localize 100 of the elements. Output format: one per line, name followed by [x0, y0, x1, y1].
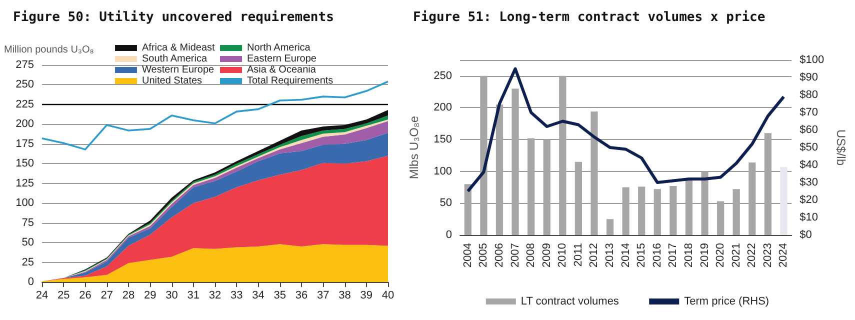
x-tick-label: 33	[230, 290, 243, 302]
legend-label: Total Requirements	[247, 76, 334, 86]
legend-label: LT contract volumes	[520, 296, 620, 308]
bar	[764, 133, 772, 235]
x-tick-label: 2023	[762, 243, 774, 268]
x-tick-label: 30	[166, 290, 178, 302]
y2-tick-label: $100	[800, 54, 824, 66]
y-tick-label: 50	[440, 197, 452, 210]
x-tick-label: 39	[360, 290, 372, 302]
bar	[496, 104, 504, 235]
bar	[622, 187, 630, 235]
bar	[748, 162, 756, 235]
x-tick-label: 2007	[509, 243, 522, 268]
bar	[685, 179, 693, 235]
x-tick-label: 2012	[588, 243, 600, 268]
bar	[717, 201, 724, 235]
y-tick-label: 0	[446, 229, 452, 241]
legend-label: Africa & Mideast	[142, 42, 216, 54]
y-tick-label: 200	[434, 102, 452, 114]
x-tick-label: 2009	[540, 243, 553, 268]
x-tick-label: 2021	[730, 243, 742, 268]
bar	[701, 171, 708, 235]
y2-tick-label: $10	[800, 212, 818, 224]
x-tick-label: 40	[382, 290, 394, 302]
y2-tick-label: $0	[800, 229, 812, 241]
legend-label: North America	[247, 42, 311, 54]
bar	[670, 186, 677, 235]
chart-title: Figure 51: Long-term contract volumes x price	[413, 10, 766, 25]
legend-label: United States	[142, 76, 202, 86]
y2-tick-label: $60	[800, 124, 818, 136]
x-tick-label: 32	[208, 290, 222, 302]
bar	[480, 76, 488, 235]
x-tick-label: 26	[79, 290, 92, 302]
y2-axis-title: US$/lb	[834, 129, 848, 166]
x-tick-label: 25	[58, 290, 70, 302]
y2-tick-label: $80	[800, 89, 818, 101]
bar	[732, 189, 740, 235]
bar	[590, 112, 598, 235]
y2-tick-label: $50	[800, 142, 818, 154]
y-tick-label: 150	[434, 134, 452, 146]
bar	[543, 140, 550, 235]
bar	[512, 88, 519, 235]
x-tick-label: 34	[252, 290, 264, 302]
x-tick-label: 37	[317, 290, 330, 302]
y-tick-label: 50	[22, 236, 34, 249]
x-tick-label: 2017	[667, 243, 680, 268]
x-tick-label: 2004	[462, 243, 474, 268]
y2-tick-label: $70	[800, 106, 818, 118]
bar	[574, 162, 582, 235]
x-tick-label: 2022	[746, 243, 758, 268]
x-tick-label: 2014	[620, 243, 632, 268]
y-tick-label: 200	[16, 118, 34, 130]
x-tick-label: 2018	[682, 243, 695, 268]
x-tick-label: 2013	[604, 243, 616, 268]
x-tick-label: 24	[36, 290, 48, 302]
bar	[606, 219, 614, 235]
x-tick-label: 2019	[698, 243, 711, 268]
x-tick-label: 2016	[651, 243, 664, 268]
bar	[654, 189, 661, 235]
x-tick-label: 35	[274, 290, 286, 302]
bar	[638, 186, 646, 235]
y-tick-label: 150	[16, 158, 34, 170]
legend-label: Asia & Oceania	[247, 64, 316, 76]
legend-label: Eastern Europe	[247, 54, 317, 64]
y-tick-label: 0	[28, 276, 34, 288]
y-tick-label: 100	[434, 165, 452, 178]
y-tick-label: 175	[16, 138, 34, 150]
y-tick-label: 275	[16, 59, 34, 71]
y-tick-label: 100	[16, 197, 34, 210]
y-tick-label: 250	[434, 70, 452, 82]
bar	[464, 184, 472, 235]
x-tick-label: 2020	[714, 243, 727, 268]
y-axis-title: Million pounds U₃O₈	[4, 44, 94, 56]
x-tick-label: 38	[338, 290, 351, 302]
y-tick-label: 125	[16, 177, 34, 190]
x-tick-label: 31	[187, 290, 200, 302]
y-tick-label: 75	[22, 216, 34, 229]
x-tick-label: 2010	[556, 243, 569, 268]
x-tick-label: 28	[122, 290, 135, 302]
y2-tick-label: $30	[800, 176, 818, 188]
legend-label: Term price (RHS)	[684, 296, 770, 308]
x-tick-label: 27	[100, 290, 113, 302]
x-tick-label: 2011	[572, 243, 584, 267]
y-tick-label: 250	[16, 78, 34, 91]
legend-label: South America	[142, 54, 208, 64]
x-tick-label: 2024	[778, 243, 790, 268]
chart-title: Figure 50: Utility uncovered requirements	[13, 10, 334, 25]
x-tick-label: 2005	[478, 243, 490, 268]
x-tick-label: 2015	[636, 243, 648, 268]
x-tick-label: 36	[295, 290, 308, 302]
line-series	[466, 67, 786, 193]
x-tick-label: 2008	[525, 243, 538, 268]
legend-label: Western Europe	[142, 64, 215, 76]
x-tick-label: 29	[144, 290, 156, 302]
bar	[559, 76, 566, 235]
y-axis-title: Mlbs U₃O₈e	[407, 116, 421, 180]
y2-tick-label: $20	[800, 194, 818, 206]
bar	[528, 138, 535, 235]
x-tick-label: 2006	[493, 243, 506, 268]
y-tick-label: 225	[16, 98, 34, 110]
